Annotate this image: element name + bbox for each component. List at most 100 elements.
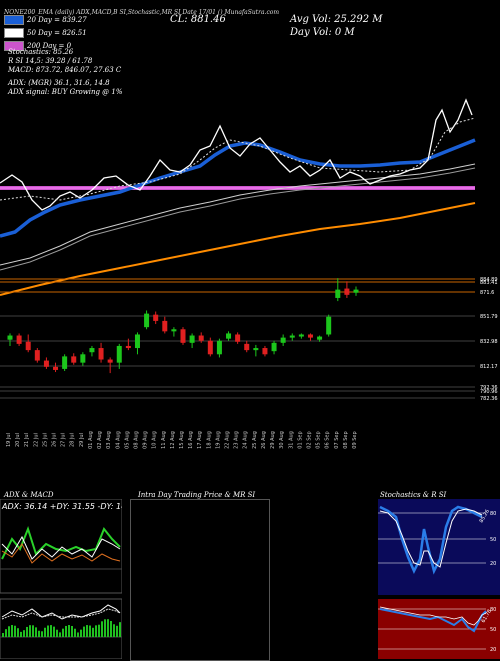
candle-body [289,335,295,338]
macd-hist-bar [110,620,112,637]
candle-body [43,360,49,367]
date-tick-label: 02 Aug [97,431,103,449]
date-tick-label: 26 Aug [261,431,267,449]
candle-body [262,348,268,355]
avg-volume: Avg Vol: 25.292 M [290,14,383,25]
orange-ma-line [0,202,476,296]
macd-readout: MACD: 873.72, 846.07, 27.63 C [8,66,122,74]
date-tick-label: 15 Aug [179,431,185,449]
candle-body [198,335,204,341]
rsi-readout: R SI 14,5: 39.28 / 61.78 [8,57,93,65]
candle-body [244,343,250,351]
macd-hist-bar [14,625,16,637]
date-tick-label: 06 Sep [325,431,331,448]
macd-hist-bar [38,630,40,637]
adx-panel-readout: ADX: 36.14 +DY: 31.55 -DY: 14.5 [1,502,122,511]
macd-hist-bar [62,628,64,637]
stoch-tick-20: 20 [490,561,496,567]
date-tick-label: 08 Sep [343,431,349,448]
intraday-panel [130,499,270,661]
date-tick-label: 28 Jul [70,433,76,447]
macd-hist-bar [83,626,85,637]
ma-legend: 20 Day = 839.27 50 Day = 826.51 200 Day … [4,15,87,51]
macd-hist-bar [26,626,28,637]
macd-hist-bar [8,626,10,637]
date-tick-label: 05 Aug [124,431,130,449]
date-tick-label: 09 Aug [143,431,149,449]
macd-hist-bar [101,621,103,637]
macd-hist-bar [104,619,106,637]
date-tick-label: 27 Jul [61,433,67,447]
candles [7,278,359,374]
macd-histogram [2,619,121,637]
macd-hist-bar [35,627,37,637]
candle-body [235,334,241,342]
macd-hist-bar [86,625,88,637]
intraday-title: Intra Day Trading Price & MR SI [138,491,256,499]
date-tick-label: 25 Jul [42,433,48,447]
candle-body [7,335,13,340]
candle-body [216,340,222,355]
macd-hist-bar [5,629,7,637]
macd-hist-bar [77,632,79,637]
header-strip: NONE200_EMA (daily) ADX,MACD,B SI,Stocha… [4,9,280,16]
rsi-signal-line [379,606,487,626]
date-tick-label: 03 Aug [106,431,112,449]
macd-hist-bar [59,632,61,637]
legend-label-20day: 20 Day = 839.27 [27,16,87,24]
candle-body [153,314,159,321]
candle-body [253,348,259,351]
macd-hist-bar [80,629,82,637]
date-tick-label: 12 Aug [170,431,176,449]
adx-readout: ADX: (MGR) 36.1, 31.6, 14.8 [8,79,110,87]
price-close-line [0,98,473,211]
ema50-line-2 [0,167,476,271]
date-tick-label: 17 Aug [197,431,203,449]
macd-hist-bar [56,629,58,637]
price-level-label: 792.36 [480,385,498,391]
ema20-line [0,138,476,238]
candle-body [189,335,195,343]
macd-hist-bar [68,625,70,637]
date-tick-label: 08 Aug [133,431,139,449]
date-tick-label: 20 Jul [15,433,21,447]
adx-signal: ADX signal: BUY Growing @ 1% [8,88,123,96]
date-tick-label: 26 Jul [52,433,58,447]
candle-body [53,366,59,370]
candle-body [326,316,332,335]
ma-lines [0,98,476,296]
macd-hist-bar [23,630,25,637]
legend-swatch-200day [4,41,24,51]
date-tick-label: 25 Aug [252,431,258,449]
date-tick-label: 30 Aug [279,431,285,449]
legend-swatch-50day [4,28,24,38]
macd-hist-bar [11,625,13,637]
date-tick-label: 24 Aug [243,431,249,449]
ema50-line [0,163,476,266]
stoch-k-line [379,505,483,575]
adx-macd-panel: ADX: 36.14 +DY: 31.55 -DY: 14.5 [0,499,122,659]
macd-hist-bar [65,625,67,637]
candle-body [89,348,95,353]
candle-body [116,345,122,363]
candle-body [207,340,213,355]
minus-di-line [1,543,121,564]
stoch-tick-50: 50 [490,537,496,543]
rsi-tick-80: 80 [490,607,496,613]
macd-hist-bar [41,631,43,637]
macd-hist-bar [44,627,46,637]
date-tick-label: 31 Aug [288,431,294,449]
candle-body [317,336,323,340]
macd-hist-bar [116,625,118,637]
candle-body [80,354,86,363]
macd-hist-bar [2,633,4,637]
macd-hist-bar [20,631,22,637]
price-level-label: 871.6 [480,290,494,296]
rsi-line [379,608,487,633]
macd-hist-bar [89,625,91,637]
macd-hist-bar [113,624,115,637]
legend-item-50day: 50 Day = 826.51 [4,28,87,38]
date-tick-label: 21 Jul [24,433,30,447]
candle-body [344,288,350,295]
